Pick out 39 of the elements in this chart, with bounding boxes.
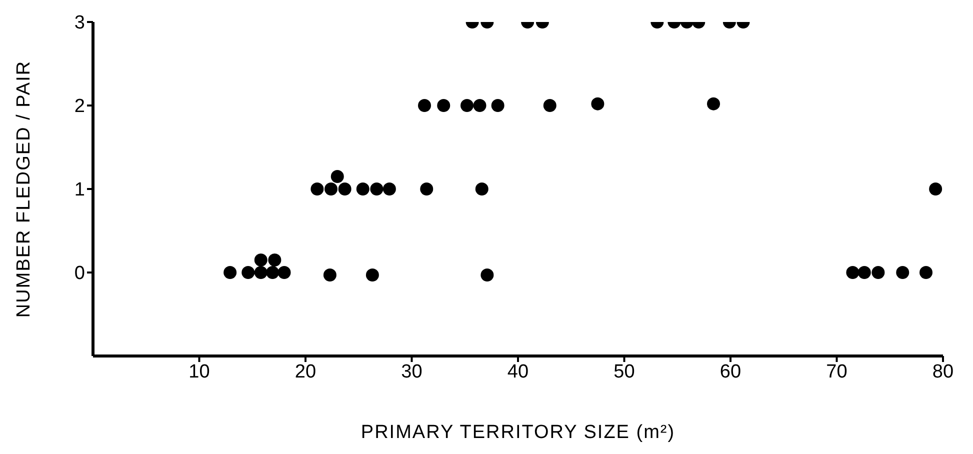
point: [323, 268, 336, 282]
x-tick-label: 10: [188, 361, 210, 382]
point: [254, 266, 268, 279]
x-tick-label: 20: [294, 361, 316, 382]
point: [266, 266, 280, 279]
point: [872, 266, 885, 279]
x-tick-label: 50: [614, 361, 635, 382]
y-tick-label: 3: [74, 12, 85, 34]
point: [310, 182, 324, 196]
point: [920, 266, 932, 279]
x-axis-title: PRIMARY TERRITORY SIZE (m²): [360, 422, 676, 443]
point: [338, 182, 352, 196]
point: [480, 268, 494, 282]
point: [356, 182, 370, 196]
y-axis-title: NUMBER FLEDGED / PAIR: [14, 60, 35, 318]
x-tick-label: 40: [507, 361, 529, 382]
point: [330, 170, 344, 183]
point: [896, 266, 910, 279]
point: [370, 182, 384, 196]
point: [324, 182, 338, 196]
point: [366, 268, 379, 282]
point: [224, 266, 237, 279]
x-tick-label: 30: [401, 361, 422, 382]
point: [420, 182, 434, 196]
y-tick-label: 2: [74, 96, 85, 118]
x-tick-label: 70: [826, 361, 848, 382]
point: [278, 266, 291, 279]
point: [846, 266, 860, 279]
point: [858, 266, 871, 279]
point: [254, 253, 268, 266]
point: [475, 182, 488, 196]
point: [929, 182, 942, 196]
y-tick-label: 1: [74, 180, 85, 201]
point: [382, 182, 396, 196]
x-tick-label: 60: [720, 361, 742, 382]
x-tick-label: 80: [932, 361, 954, 382]
y-tick-label: 0: [74, 263, 85, 284]
point: [268, 253, 282, 266]
point: [242, 266, 255, 279]
